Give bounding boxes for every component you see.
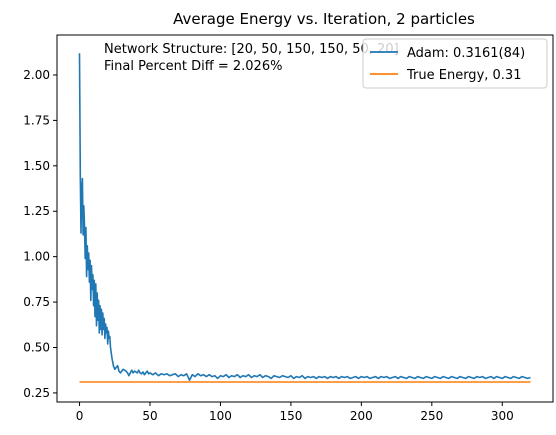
y-tick-label: 0.75 [23,295,50,309]
plot-frame [56,34,554,403]
series-lines [78,53,531,383]
y-axis-ticks: 0.25 0.50 0.75 1.00 1.25 1.50 1.75 2.00 [23,68,57,400]
percent-diff-annotation: Final Percent Diff = 2.026% [104,59,282,74]
legend-label-adam: Adam: 0.3161(84) [407,46,525,61]
network-structure-annotation: Network Structure: [20, 50, 150, 150, 50… [104,42,399,57]
y-tick-label: 0.25 [23,386,50,400]
x-tick-label: 300 [491,409,514,423]
y-tick-label: 1.50 [23,159,50,173]
y-tick-label: 2.00 [23,68,50,82]
chart-title: Average Energy vs. Iteration, 2 particle… [173,10,475,28]
y-tick-label: 1.00 [23,250,50,264]
y-tick-label: 0.50 [23,340,50,354]
x-tick-label: 250 [420,409,443,423]
legend-box [362,38,548,89]
x-tick-label: 0 [76,409,84,423]
y-tick-label: 1.25 [23,204,50,218]
series-line-adam [78,53,531,382]
x-tick-label: 50 [142,409,157,423]
legend: Adam: 0.3161(84) True Energy, 0.31 [362,38,548,89]
x-tick-label: 100 [209,409,232,423]
annotation-block: Network Structure: [20, 50, 150, 150, 50… [104,42,399,74]
x-tick-label: 150 [279,409,302,423]
legend-label-true-energy: True Energy, 0.31 [406,68,521,83]
y-tick-label: 1.75 [23,113,50,127]
x-tick-label: 200 [350,409,373,423]
plot-area: 0 50 100 150 200 250 300 0.25 0.50 0.75 1.00 1.25 1… [23,34,554,423]
x-axis-ticks: 0 50 100 150 200 250 300 [76,402,514,423]
